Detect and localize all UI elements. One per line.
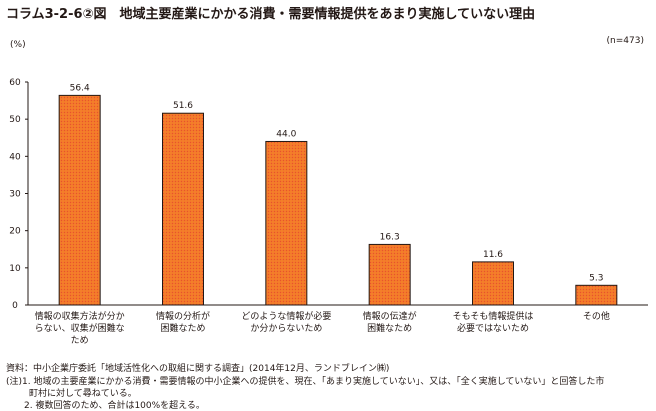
bar-value-label: 56.4 xyxy=(70,83,90,93)
category-label-line: か分からないため xyxy=(250,323,322,334)
y-tick-label: 0 xyxy=(12,301,18,311)
bar-value-label: 51.6 xyxy=(173,101,193,111)
note-2: 2. 複数回答のため、合計は100%を超える。 xyxy=(24,401,205,411)
y-tick-label: 50 xyxy=(9,115,21,125)
y-tick-label: 60 xyxy=(9,78,21,88)
bar xyxy=(58,94,101,306)
bar-value-label: 5.3 xyxy=(589,273,603,283)
y-tick-label: 20 xyxy=(9,227,21,237)
category-label-line: 困難なため xyxy=(367,322,412,334)
bar xyxy=(265,140,308,306)
category-label-line: その他 xyxy=(583,310,610,322)
category-label-line: らない、収集が困難な xyxy=(35,322,125,334)
note-1-line-2: 町村に対して尋ねている。 xyxy=(29,389,137,399)
y-axis-unit-label: (%) xyxy=(10,40,26,50)
y-tick-label: 40 xyxy=(9,152,21,162)
category-label-line: どのような情報が必要 xyxy=(241,310,331,322)
category-label-line: 情報の伝達が xyxy=(363,310,417,322)
source-note: 資料：中小企業庁委託「地域活性化への取組に関する調査」(2014年12月、ランド… xyxy=(6,364,390,374)
bar xyxy=(472,261,514,306)
bar xyxy=(162,112,204,306)
y-tick-label: 30 xyxy=(9,190,21,200)
category-label-line: 情報の収集方法が分か xyxy=(35,310,125,322)
category-label-line: そもそも情報提供は xyxy=(453,310,534,322)
y-tick-label: 10 xyxy=(9,264,21,274)
bar-value-label: 16.3 xyxy=(380,232,400,242)
category-label-line: 情報の分析が xyxy=(156,310,210,322)
bar-value-label: 44.0 xyxy=(276,129,296,139)
category-label-line: 必要ではないため xyxy=(457,322,529,334)
sample-size-note: (n=473) xyxy=(606,36,644,46)
note-1-line-1: (注)1. 地域の主要産業にかかる消費・需要情報の中小企業への提供を、現在、「あ… xyxy=(6,377,605,387)
bar-value-label: 11.6 xyxy=(483,250,503,260)
figure-title: コラム3-2-6②図 地域主要産業にかかる消費・需要情報提供をあまり実施していな… xyxy=(6,7,536,22)
bar xyxy=(368,243,411,306)
category-label-line: ため xyxy=(71,335,89,346)
category-label-line: 困難なため xyxy=(160,322,205,334)
bar xyxy=(575,284,618,306)
